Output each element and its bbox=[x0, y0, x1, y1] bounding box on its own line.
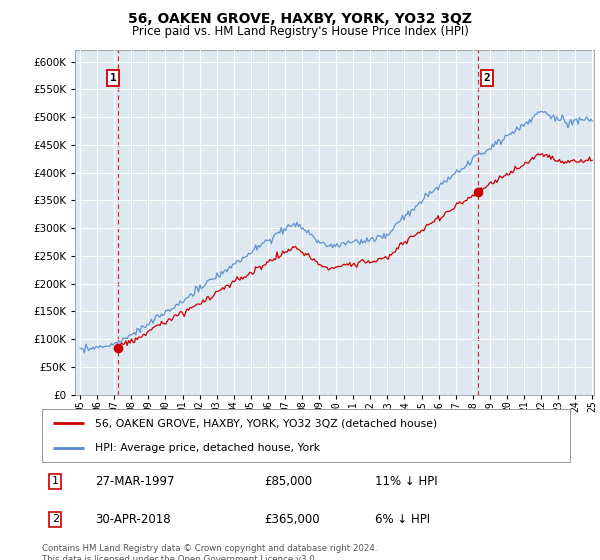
Text: 2: 2 bbox=[484, 73, 490, 83]
Text: 1: 1 bbox=[52, 477, 59, 487]
Text: HPI: Average price, detached house, York: HPI: Average price, detached house, York bbox=[95, 442, 320, 452]
Text: 1: 1 bbox=[110, 73, 116, 83]
Text: £365,000: £365,000 bbox=[264, 513, 319, 526]
Text: 56, OAKEN GROVE, HAXBY, YORK, YO32 3QZ (detached house): 56, OAKEN GROVE, HAXBY, YORK, YO32 3QZ (… bbox=[95, 418, 437, 428]
Text: 56, OAKEN GROVE, HAXBY, YORK, YO32 3QZ: 56, OAKEN GROVE, HAXBY, YORK, YO32 3QZ bbox=[128, 12, 472, 26]
Text: 2: 2 bbox=[52, 514, 59, 524]
Text: 30-APR-2018: 30-APR-2018 bbox=[95, 513, 170, 526]
Text: 6% ↓ HPI: 6% ↓ HPI bbox=[374, 513, 430, 526]
Text: Price paid vs. HM Land Registry's House Price Index (HPI): Price paid vs. HM Land Registry's House … bbox=[131, 25, 469, 38]
Text: Contains HM Land Registry data © Crown copyright and database right 2024.
This d: Contains HM Land Registry data © Crown c… bbox=[42, 544, 377, 560]
Text: 27-MAR-1997: 27-MAR-1997 bbox=[95, 475, 175, 488]
Text: 11% ↓ HPI: 11% ↓ HPI bbox=[374, 475, 437, 488]
Text: £85,000: £85,000 bbox=[264, 475, 312, 488]
